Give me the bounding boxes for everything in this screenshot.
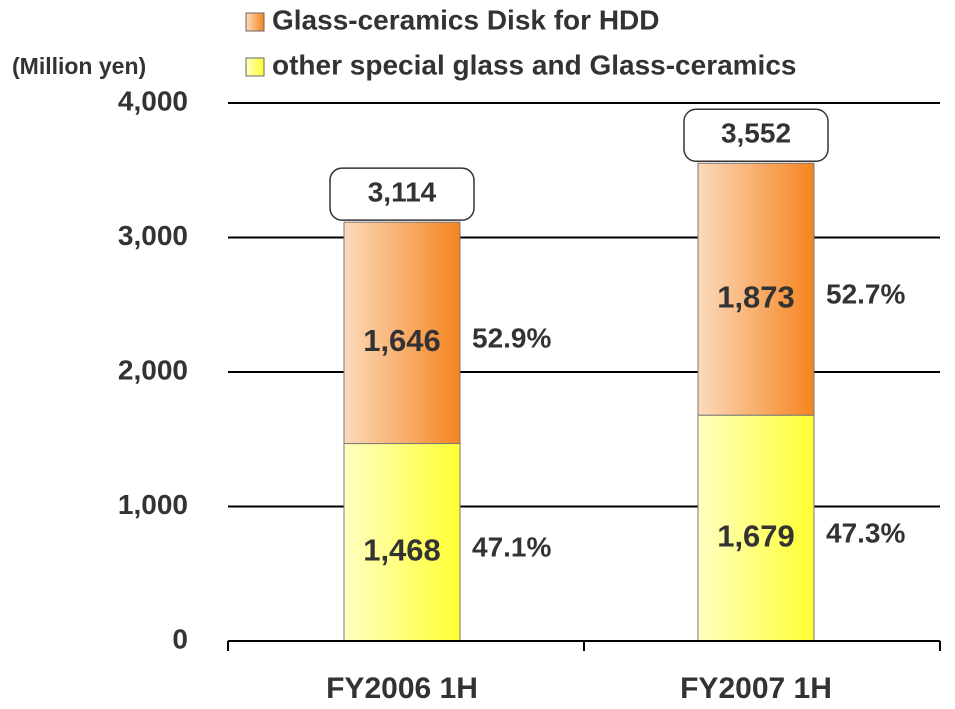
value-label: 1,646 bbox=[363, 323, 441, 358]
value-label: 1,468 bbox=[363, 532, 441, 567]
value-label: 1,679 bbox=[717, 518, 795, 553]
legend-label: Glass-ceramics Disk for HDD bbox=[272, 4, 660, 35]
x-tick-label: FY2006 1H bbox=[326, 672, 478, 705]
y-tick-label: 3,000 bbox=[118, 220, 188, 251]
bar-segment bbox=[343, 443, 461, 642]
total-label: 3,114 bbox=[368, 177, 437, 208]
total-label: 3,552 bbox=[721, 118, 791, 149]
y-tick-label: 2,000 bbox=[118, 354, 188, 385]
share-label: 47.3% bbox=[826, 517, 905, 548]
x-tick-label: FY2007 1H bbox=[680, 672, 832, 705]
legend-swatch bbox=[245, 12, 265, 32]
bar-segment bbox=[697, 162, 815, 416]
y-axis-label: (Million yen) bbox=[12, 53, 146, 79]
bar-segment bbox=[343, 221, 461, 445]
share-label: 47.1% bbox=[472, 532, 551, 563]
share-label: 52.7% bbox=[826, 279, 905, 310]
share-label: 52.9% bbox=[472, 322, 551, 353]
y-tick-label: 1,000 bbox=[118, 489, 188, 520]
bar-segment bbox=[697, 414, 815, 642]
total-box bbox=[329, 167, 475, 221]
legend-swatch bbox=[245, 57, 265, 77]
total-box bbox=[683, 108, 829, 163]
legend-label: other special glass and Glass-ceramics bbox=[272, 49, 796, 80]
y-tick-label: 0 bbox=[172, 623, 188, 654]
y-tick-label: 4,000 bbox=[118, 85, 188, 116]
value-label: 1,873 bbox=[717, 279, 795, 314]
